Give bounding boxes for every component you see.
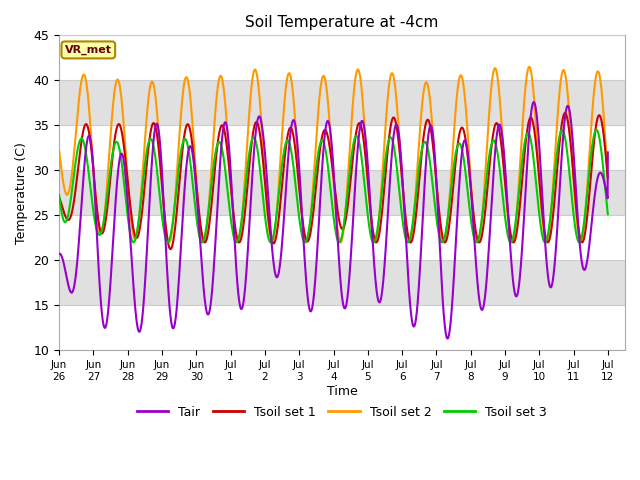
Text: VR_met: VR_met xyxy=(65,45,112,55)
Tsoil set 2 xyxy=(55,148,63,154)
Tsoil set 2 xyxy=(589,107,596,112)
Line: Tsoil set 1: Tsoil set 1 xyxy=(59,113,608,249)
Line: Tsoil set 2: Tsoil set 2 xyxy=(59,67,608,242)
Tsoil set 1 xyxy=(55,194,63,200)
Tsoil set 3 xyxy=(487,143,495,148)
Tsoil set 3 xyxy=(83,158,91,164)
Tsoil set 1 xyxy=(83,122,91,128)
Tair xyxy=(322,123,330,129)
Tsoil set 1 xyxy=(323,128,330,134)
Title: Soil Temperature at -4cm: Soil Temperature at -4cm xyxy=(245,15,439,30)
Bar xyxy=(59,36,625,80)
Tair xyxy=(55,251,63,256)
X-axis label: Time: Time xyxy=(326,384,358,397)
Tsoil set 2 xyxy=(83,86,91,92)
Tsoil set 1 xyxy=(604,174,612,180)
Tair xyxy=(444,336,451,341)
Tsoil set 2 xyxy=(588,110,596,116)
Tsoil set 3 xyxy=(322,149,330,155)
Line: Tair: Tair xyxy=(59,102,608,338)
Tsoil set 3 xyxy=(55,192,63,198)
Tsoil set 1 xyxy=(488,144,495,150)
Tsoil set 3 xyxy=(604,211,612,217)
Tsoil set 1 xyxy=(167,246,175,252)
Tsoil set 3 xyxy=(588,145,596,151)
Tair xyxy=(83,138,91,144)
Tsoil set 2 xyxy=(308,206,316,212)
Tsoil set 3 xyxy=(593,127,600,133)
Tsoil set 2 xyxy=(577,240,584,245)
Tair xyxy=(308,308,316,313)
Tsoil set 3 xyxy=(507,240,515,245)
Legend: Tair, Tsoil set 1, Tsoil set 2, Tsoil set 3: Tair, Tsoil set 1, Tsoil set 2, Tsoil se… xyxy=(132,401,552,424)
Tair xyxy=(530,99,538,105)
Tsoil set 1 xyxy=(561,110,569,116)
Bar xyxy=(59,305,625,350)
Tsoil set 3 xyxy=(308,208,316,214)
Y-axis label: Temperature (C): Temperature (C) xyxy=(15,142,28,244)
Tsoil set 3 xyxy=(588,143,596,149)
Tair xyxy=(604,149,612,155)
Tsoil set 2 xyxy=(525,64,533,70)
Tsoil set 1 xyxy=(589,155,596,161)
Tsoil set 1 xyxy=(588,158,596,164)
Tsoil set 2 xyxy=(487,86,495,92)
Tair xyxy=(588,215,596,221)
Tsoil set 2 xyxy=(322,81,330,87)
Tair xyxy=(488,203,495,208)
Bar xyxy=(59,216,625,260)
Tair xyxy=(589,212,596,218)
Tsoil set 2 xyxy=(604,176,612,182)
Line: Tsoil set 3: Tsoil set 3 xyxy=(59,130,608,242)
Bar xyxy=(59,125,625,170)
Tsoil set 1 xyxy=(308,223,316,228)
